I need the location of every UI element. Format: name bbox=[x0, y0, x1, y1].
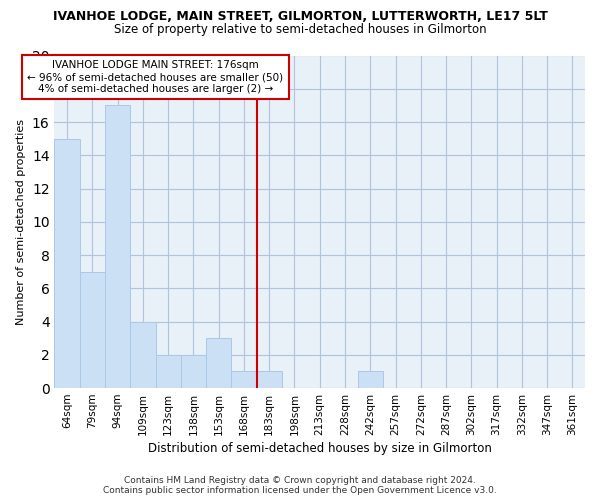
Text: Size of property relative to semi-detached houses in Gilmorton: Size of property relative to semi-detach… bbox=[113, 22, 487, 36]
Text: IVANHOE LODGE, MAIN STREET, GILMORTON, LUTTERWORTH, LE17 5LT: IVANHOE LODGE, MAIN STREET, GILMORTON, L… bbox=[53, 10, 547, 23]
X-axis label: Distribution of semi-detached houses by size in Gilmorton: Distribution of semi-detached houses by … bbox=[148, 442, 491, 455]
Text: Contains HM Land Registry data © Crown copyright and database right 2024.
Contai: Contains HM Land Registry data © Crown c… bbox=[103, 476, 497, 495]
Bar bbox=[105, 106, 130, 388]
Y-axis label: Number of semi-detached properties: Number of semi-detached properties bbox=[16, 119, 26, 325]
Bar bbox=[130, 322, 155, 388]
Bar bbox=[232, 372, 257, 388]
Bar bbox=[155, 355, 181, 388]
Bar bbox=[257, 372, 282, 388]
Bar bbox=[181, 355, 206, 388]
Bar bbox=[80, 272, 105, 388]
Bar bbox=[206, 338, 232, 388]
Bar bbox=[55, 138, 80, 388]
Bar bbox=[358, 372, 383, 388]
Text: IVANHOE LODGE MAIN STREET: 176sqm
← 96% of semi-detached houses are smaller (50): IVANHOE LODGE MAIN STREET: 176sqm ← 96% … bbox=[28, 60, 284, 94]
